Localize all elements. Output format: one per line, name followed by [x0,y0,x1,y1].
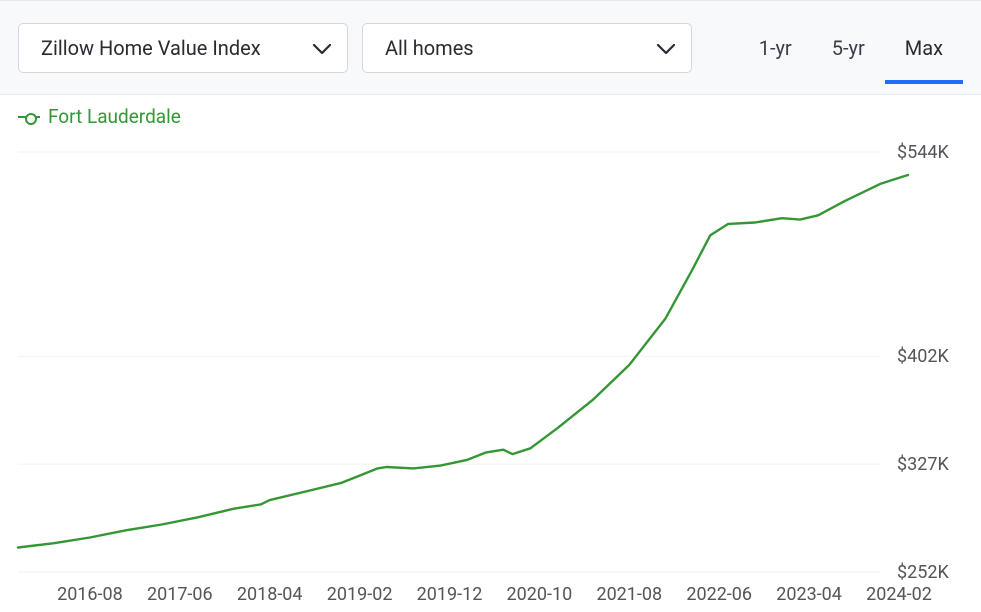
x-tick-label: 2017-06 [147,584,213,605]
x-tick-label: 2020-10 [507,584,573,605]
legend: Fort Lauderdale [0,95,981,132]
type-dropdown[interactable]: All homes [362,23,692,73]
x-tick-label: 2024-02 [866,584,932,605]
chart-container: $252K $327K $402K $544K 2016-08 2017-06 2018-0… [0,132,981,612]
y-tick-label: $327K [897,454,949,475]
range-button-max[interactable]: Max [885,12,963,84]
x-tick-label: 2018-04 [237,584,303,605]
range-segmented-control: 1-yr5-yrMax [739,12,963,84]
type-dropdown-label: All homes [385,36,474,60]
x-tick-label: 2019-12 [417,584,483,605]
metric-dropdown[interactable]: Zillow Home Value Index [18,23,348,73]
metric-dropdown-label: Zillow Home Value Index [41,36,261,60]
x-tick-label: 2022-06 [686,584,752,605]
y-tick-label: $402K [897,346,949,367]
chevron-down-icon [313,36,331,60]
range-button-5y[interactable]: 5-yr [812,12,885,84]
x-tick-label: 2021-08 [596,584,662,605]
range-button-1y[interactable]: 1-yr [739,12,812,84]
x-tick-label: 2023-04 [776,584,842,605]
y-tick-label: $252K [897,562,949,583]
line-chart: $252K $327K $402K $544K 2016-08 2017-06 2018-0… [0,132,981,612]
x-tick-label: 2019-02 [327,584,393,605]
x-tick-label: 2016-08 [57,584,123,605]
toolbar: Zillow Home Value Index All homes 1-yr5-… [0,0,981,95]
y-tick-label: $544K [897,142,949,163]
chevron-down-icon [657,36,675,60]
legend-series-name: Fort Lauderdale [48,105,181,128]
legend-marker-icon [18,112,40,122]
